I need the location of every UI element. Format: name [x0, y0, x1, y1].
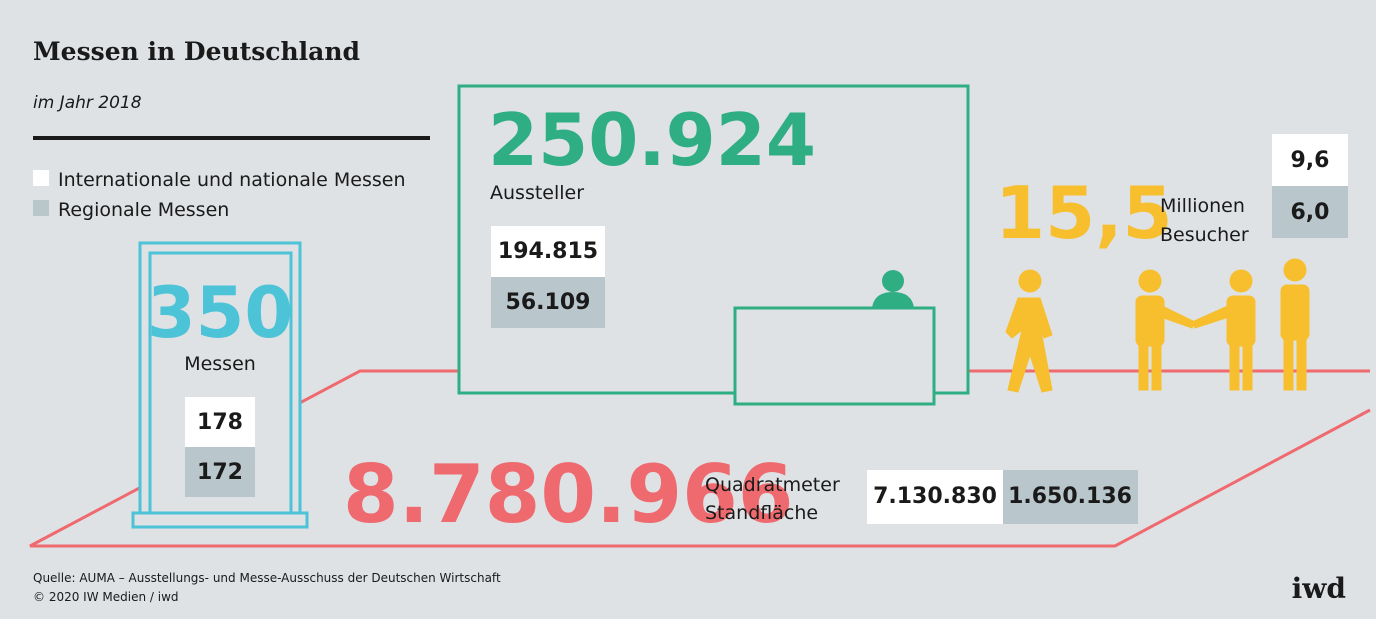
infographic: Messen in Deutschland im Jahr 2018 Inter… — [0, 0, 1376, 619]
subtitle: im Jahr 2018 — [33, 93, 142, 113]
besucher-regional: 6,0 — [1291, 200, 1330, 225]
rule — [33, 136, 430, 140]
flaeche-international: 7.130.830 — [873, 484, 997, 509]
source: Quelle: AUMA – Ausstellungs- und Messe-A… — [33, 571, 501, 585]
aussteller-regional: 56.109 — [506, 290, 591, 315]
door-base — [133, 513, 307, 527]
messen-regional: 172 — [197, 460, 243, 485]
aussteller-total: 250.924 — [488, 98, 816, 182]
flaeche-label: Quadratmeter — [705, 474, 840, 496]
aussteller-label: Aussteller — [490, 182, 584, 204]
counter — [735, 308, 934, 404]
besucher-total: 15,5 — [995, 171, 1173, 255]
besucher-label: Besucher — [1160, 224, 1249, 246]
besucher-label: Millionen — [1160, 195, 1245, 217]
title: Messen in Deutschland — [33, 37, 360, 66]
flaeche-label: Standfläche — [705, 502, 818, 524]
legend-label: Internationale und nationale Messen — [58, 169, 406, 191]
person-icon — [882, 270, 904, 292]
messen-label: Messen — [184, 353, 256, 375]
messen-total: 350 — [147, 272, 293, 354]
legend-swatch — [33, 170, 49, 186]
logo: iwd — [1292, 572, 1346, 605]
legend-label: Regionale Messen — [58, 199, 229, 221]
besucher-international: 9,6 — [1291, 148, 1330, 173]
messen-international: 178 — [197, 410, 243, 435]
legend-swatch — [33, 200, 49, 216]
copyright: © 2020 IW Medien / iwd — [33, 590, 179, 604]
aussteller-international: 194.815 — [498, 239, 598, 264]
flaeche-regional: 1.650.136 — [1008, 484, 1132, 509]
